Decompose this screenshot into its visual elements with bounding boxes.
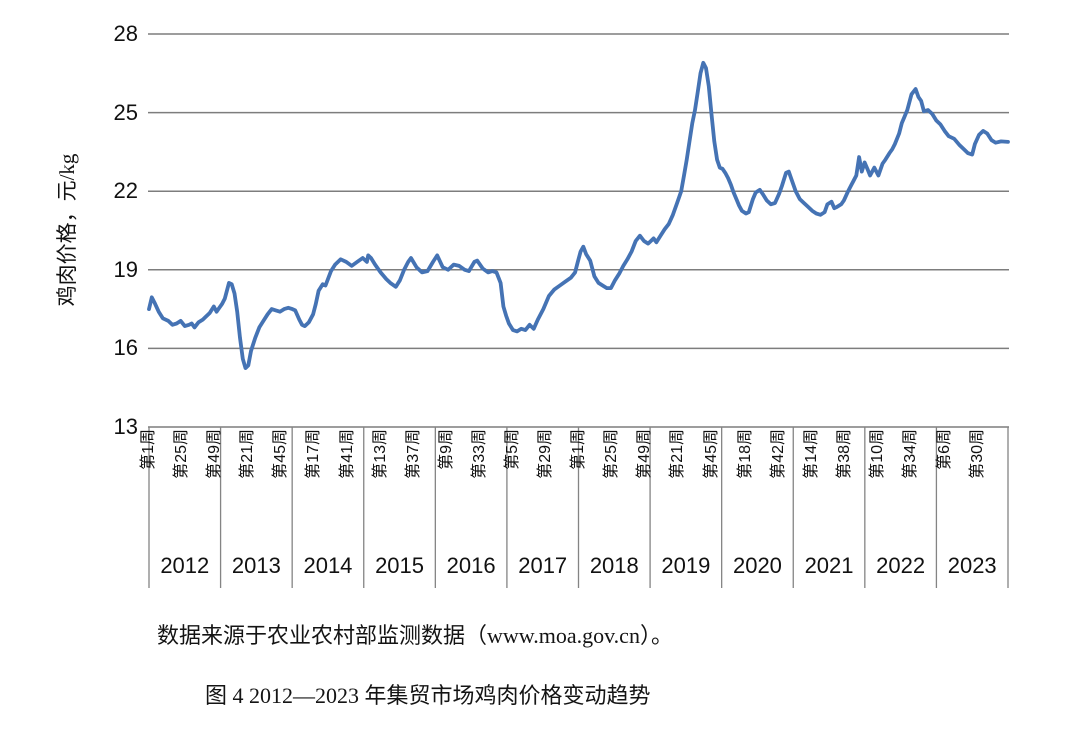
year-label: 2012 — [160, 553, 210, 578]
price-line — [147, 60, 1010, 371]
week-tick-label: 第13周 — [371, 429, 389, 479]
week-tick-label: 第18周 — [737, 429, 755, 479]
week-tick-label: 第37周 — [404, 429, 422, 479]
week-tick-label: 第14周 — [803, 429, 821, 479]
year-label: 2013 — [231, 553, 281, 578]
year-label: 2015 — [375, 553, 425, 578]
year-label: 2020 — [732, 553, 782, 578]
y-tick-label: 13 — [113, 414, 138, 439]
figure-caption: 图 4 2012—2023 年集贸市场鸡肉价格变动趋势 — [205, 683, 651, 708]
week-tick-label: 第25周 — [603, 429, 621, 479]
year-label: 2019 — [661, 553, 711, 578]
week-tick-label: 第33周 — [470, 429, 488, 479]
week-tick-label: 第1周 — [140, 429, 157, 470]
week-tick-label: 第10周 — [869, 429, 887, 479]
week-tick-label: 第25周 — [173, 429, 191, 479]
week-tick-label: 第17周 — [305, 429, 323, 479]
year-label: 2016 — [446, 553, 496, 578]
week-tick-label: 第45周 — [272, 429, 290, 479]
week-tick-label: 第42周 — [770, 429, 788, 479]
year-label: 2017 — [518, 553, 568, 578]
week-tick-label: 第1周 — [570, 429, 588, 470]
year-label: 2014 — [303, 553, 353, 578]
week-tick-label: 第41周 — [338, 429, 356, 479]
year-label: 2018 — [589, 553, 639, 578]
week-tick-label: 第9周 — [437, 429, 455, 470]
week-tick-label: 第29周 — [537, 429, 555, 479]
y-axis-title: 鸡肉价格，元/kg — [55, 153, 79, 307]
week-tick-label: 第30周 — [968, 429, 986, 479]
week-tick-label: 第45周 — [702, 429, 720, 479]
y-tick-label: 25 — [113, 99, 138, 125]
y-tick-label: 28 — [113, 21, 138, 46]
year-label: 2021 — [804, 553, 854, 578]
year-label: 2023 — [947, 553, 997, 578]
source-note: 数据来源于农业农村部监测数据（www.moa.gov.cn）。 — [157, 623, 673, 648]
week-tick-label: 第21周 — [239, 429, 257, 479]
y-tick-label: 16 — [113, 335, 138, 361]
week-tick-label: 第21周 — [669, 429, 687, 479]
week-tick-label: 第49周 — [636, 429, 654, 479]
week-tick-label: 第6周 — [935, 429, 953, 470]
week-tick-label: 第49周 — [206, 429, 224, 479]
week-tick-label: 第5周 — [504, 429, 521, 470]
y-tick-label: 19 — [113, 256, 138, 282]
week-tick-label: 第34周 — [902, 429, 920, 479]
year-label: 2022 — [876, 553, 926, 578]
week-tick-label: 第38周 — [836, 429, 854, 479]
y-tick-label: 22 — [113, 178, 138, 204]
